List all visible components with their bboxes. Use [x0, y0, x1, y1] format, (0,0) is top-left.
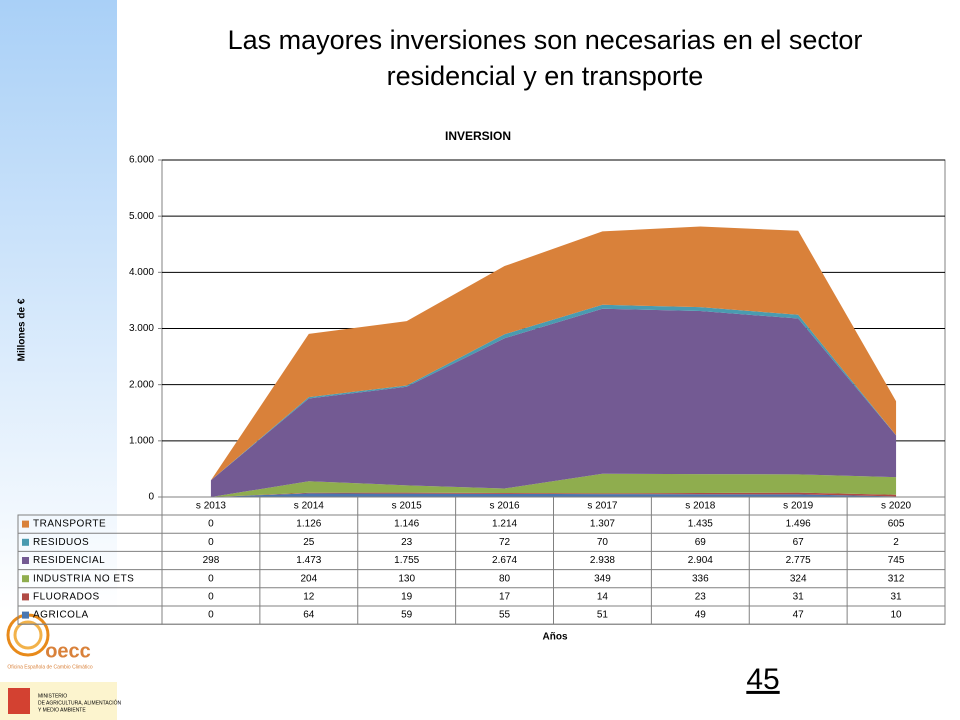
slide-title: Las mayores inversiones son necesarias e…: [228, 25, 863, 55]
legend-label: INDUSTRIA NO ETS: [33, 573, 134, 584]
table-cell: 31: [891, 592, 903, 603]
x-tick-label: s 2013: [196, 501, 226, 512]
x-tick-label: s 2017: [587, 501, 617, 512]
table-cell: 72: [499, 537, 511, 548]
table-cell: 70: [597, 537, 609, 548]
table-cell: 67: [793, 537, 805, 548]
legend-swatch: [22, 611, 29, 619]
x-axis-label: Años: [543, 632, 568, 643]
ministry-band: [0, 682, 117, 720]
table-cell: 64: [303, 610, 315, 621]
x-tick-label: s 2018: [685, 501, 715, 512]
legend-label: RESIDENCIAL: [33, 555, 105, 566]
legend-swatch: [22, 538, 29, 546]
area: [210, 492, 897, 497]
table-cell: 2: [893, 537, 899, 548]
table-cell: 0: [208, 592, 214, 603]
table-cell: 23: [401, 537, 413, 548]
y-tick-label: 5.000: [129, 211, 154, 222]
table-cell: 605: [888, 519, 905, 530]
legend-swatch: [22, 557, 29, 564]
table-cell: 2.775: [786, 555, 811, 566]
legend-label: FLUORADOS: [33, 592, 100, 603]
table-cell: 349: [594, 573, 611, 584]
table-cell: 31: [793, 592, 805, 603]
y-tick-label: 1.000: [129, 435, 154, 446]
legend-swatch: [22, 520, 29, 528]
table-cell: 0: [208, 519, 214, 530]
table-cell: 69: [695, 537, 707, 548]
ministry-logo: MINISTERIO DE AGRICULTURA, ALIMENTACIÓN …: [0, 682, 122, 720]
table-cell: 47: [793, 610, 805, 621]
sidebar: [0, 0, 117, 720]
table-cell: 336: [692, 573, 709, 584]
area: [210, 493, 897, 497]
x-tick-label: s 2020: [881, 501, 911, 512]
oecc-logo: oecc Oficina Española de Cambio Climátic…: [6, 613, 93, 670]
y-tick-label: 0: [148, 492, 154, 503]
table-cell: 1.126: [296, 519, 321, 530]
x-tick-label: s 2015: [392, 501, 422, 512]
table-cell: 55: [499, 610, 511, 621]
table-cell: 130: [398, 573, 415, 584]
table-cell: 25: [303, 537, 315, 548]
table-cell: 2.904: [688, 555, 713, 566]
x-tick-label: s 2016: [490, 501, 520, 512]
table-cell: 2.674: [492, 555, 517, 566]
table-cell: 23: [695, 592, 707, 603]
table-cell: 59: [401, 610, 413, 621]
area: [210, 473, 897, 497]
table-cell: 1.146: [394, 519, 419, 530]
table-cell: 298: [203, 555, 220, 566]
y-tick-label: 3.000: [129, 323, 154, 334]
table-cell: 1.307: [590, 519, 615, 530]
table-cell: 324: [790, 573, 807, 584]
table-cell: 1.435: [688, 519, 713, 530]
crest: [8, 688, 30, 714]
x-tick-label: s 2014: [294, 501, 324, 512]
table-cell: 0: [208, 610, 214, 621]
table-cell: 1.473: [296, 555, 321, 566]
legend-label: AGRICOLA: [33, 610, 89, 621]
y-tick-label: 6.000: [129, 155, 154, 166]
table-cell: 204: [300, 573, 317, 584]
table-cell: 2.938: [590, 555, 615, 566]
table-cell: 17: [499, 592, 511, 603]
logo-ring: [13, 620, 43, 650]
legend-label: RESIDUOS: [33, 537, 89, 548]
ministry-text: Y MEDIO AMBIENTE: [38, 707, 86, 713]
table-cell: 1.214: [492, 519, 517, 530]
table-cell: 49: [695, 610, 707, 621]
area: [210, 226, 897, 481]
x-tick-label: s 2019: [783, 501, 813, 512]
table-cell: 80: [499, 573, 511, 584]
table-cell: 12: [303, 592, 315, 603]
legend-swatch: [22, 575, 29, 583]
area: [210, 308, 897, 497]
logo-text: oecc: [45, 640, 91, 662]
table-cell: 745: [888, 555, 905, 566]
ministry-text: DE AGRICULTURA, ALIMENTACIÓN: [38, 699, 122, 706]
chart-title: INVERSION: [445, 129, 511, 143]
table-cell: 14: [597, 592, 609, 603]
logo-caption: Oficina Española de Cambio Climático: [7, 664, 93, 670]
slide-title: residencial y en transporte: [387, 61, 704, 91]
table-cell: 51: [597, 610, 609, 621]
table-cell: 1.496: [786, 519, 811, 530]
area: [210, 304, 897, 481]
y-tick-label: 4.000: [129, 267, 154, 278]
table-cell: 312: [888, 573, 905, 584]
table-cell: 0: [208, 573, 214, 584]
table-cell: 10: [891, 610, 903, 621]
legend-swatch: [22, 593, 29, 601]
table-cell: 1.755: [394, 555, 419, 566]
ministry-text: MINISTERIO: [38, 693, 67, 699]
y-tick-label: 2.000: [129, 379, 154, 390]
y-axis-label: Millones de €: [17, 298, 28, 361]
legend-label: TRANSPORTE: [33, 519, 106, 530]
table-cell: 0: [208, 537, 214, 548]
table-cell: 19: [401, 592, 413, 603]
page-number: 45: [746, 663, 779, 696]
